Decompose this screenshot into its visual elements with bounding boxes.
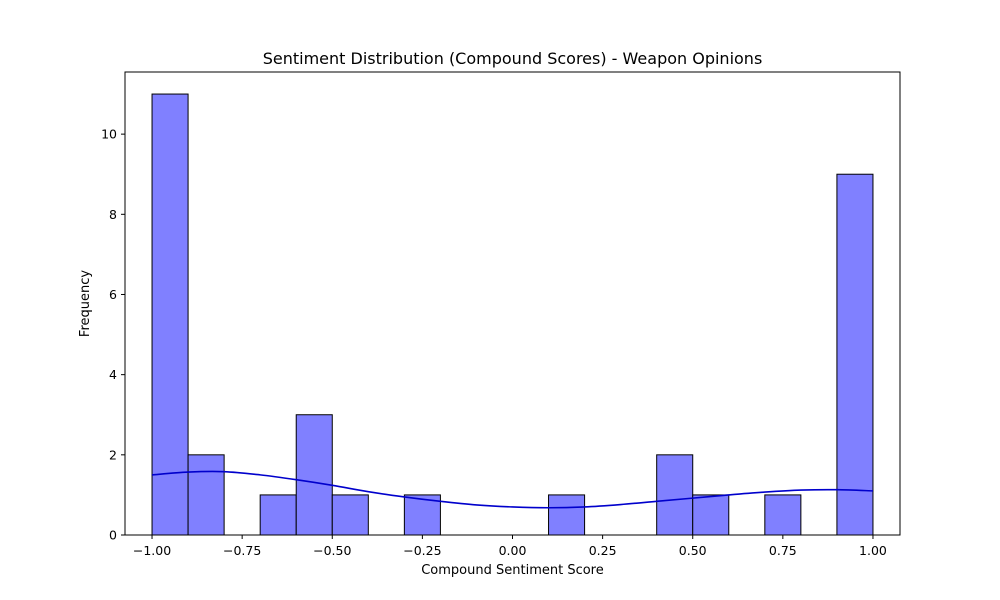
- kde-curve-group: [151, 470, 873, 509]
- histogram-bar: [656, 454, 694, 536]
- x-tick-label: −0.75: [223, 543, 261, 558]
- histogram-bar: [187, 454, 225, 536]
- histogram-bar: [836, 173, 874, 536]
- x-tick-label: 0.75: [769, 543, 797, 558]
- histogram-bars: [151, 93, 874, 536]
- plot-frame: [124, 71, 901, 536]
- x-tick-label: −0.25: [403, 543, 441, 558]
- x-tick-label: −1.00: [133, 543, 171, 558]
- histogram-bar: [259, 494, 297, 536]
- x-tick-label: 0.25: [589, 543, 617, 558]
- y-axis-ticks: 0 2 4 6 8 10: [101, 127, 125, 543]
- histogram-bar: [295, 414, 333, 536]
- y-tick-label: 4: [109, 367, 117, 382]
- histogram-bar: [548, 494, 586, 536]
- y-tick-label: 2: [109, 447, 117, 462]
- x-tick-label: 1.00: [859, 543, 887, 558]
- x-tick-label: 0.50: [679, 543, 707, 558]
- y-tick-label: 10: [101, 127, 117, 142]
- x-tick-label: 0.00: [499, 543, 527, 558]
- y-tick-label: 0: [109, 528, 117, 543]
- histogram-bar: [151, 93, 189, 536]
- histogram-bar: [331, 494, 369, 536]
- kde-curve: [151, 470, 873, 509]
- histogram-bar: [764, 494, 802, 536]
- histogram-bar: [403, 494, 441, 536]
- y-tick-label: 8: [109, 207, 117, 222]
- x-tick-label: −0.50: [313, 543, 351, 558]
- histogram-bar: [692, 494, 730, 536]
- x-axis-label: Compound Sentiment Score: [421, 563, 604, 578]
- y-tick-label: 6: [109, 287, 117, 302]
- x-axis-ticks: −1.00 −0.75 −0.50 −0.25 0.00 0.25 0.50 0.75 1.00: [133, 535, 887, 558]
- y-axis-label: Frequency: [78, 270, 93, 337]
- chart-title: Sentiment Distribution (Compound Scores)…: [263, 49, 763, 68]
